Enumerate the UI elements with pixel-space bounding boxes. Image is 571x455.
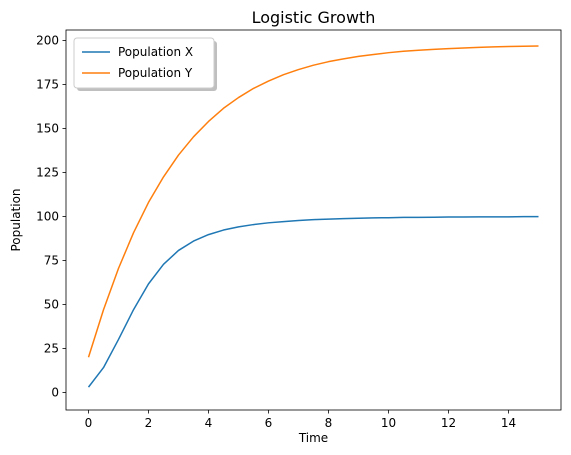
y-tick-label: 25 xyxy=(44,341,59,355)
y-tick-label: 75 xyxy=(44,253,59,267)
legend-box xyxy=(73,37,215,89)
x-tick-label: 4 xyxy=(205,416,213,430)
series-line-1 xyxy=(87,215,539,388)
x-tick-label: 10 xyxy=(381,416,396,430)
series-line-2 xyxy=(87,45,539,358)
y-tick-label: 175 xyxy=(36,78,59,92)
plot-area: 0 2 4 6 8 10 12 14 0 25 50 75 100 125 150 175 200 Populat… xyxy=(36,29,562,430)
legend-label-2: Population Y xyxy=(118,66,193,80)
y-axis-label: Population xyxy=(9,188,23,251)
x-tick-label: 14 xyxy=(501,416,516,430)
legend-label-1: Population X xyxy=(118,45,193,59)
x-tick-label: 6 xyxy=(265,416,273,430)
axes-frame xyxy=(65,29,562,411)
x-tick-label: 12 xyxy=(441,416,456,430)
y-tick-label: 150 xyxy=(36,122,59,136)
y-tick-label: 125 xyxy=(36,166,59,180)
y-tick-label: 0 xyxy=(51,385,59,399)
y-tick-label: 100 xyxy=(36,209,59,223)
chart-title: Logistic Growth xyxy=(252,8,376,27)
x-axis-label: Time xyxy=(298,431,328,445)
y-tick-label: 50 xyxy=(44,297,59,311)
x-tick-label: 0 xyxy=(85,416,93,430)
x-tick-label: 8 xyxy=(325,416,333,430)
x-tick-label: 2 xyxy=(145,416,153,430)
y-tick-label: 200 xyxy=(36,34,59,48)
